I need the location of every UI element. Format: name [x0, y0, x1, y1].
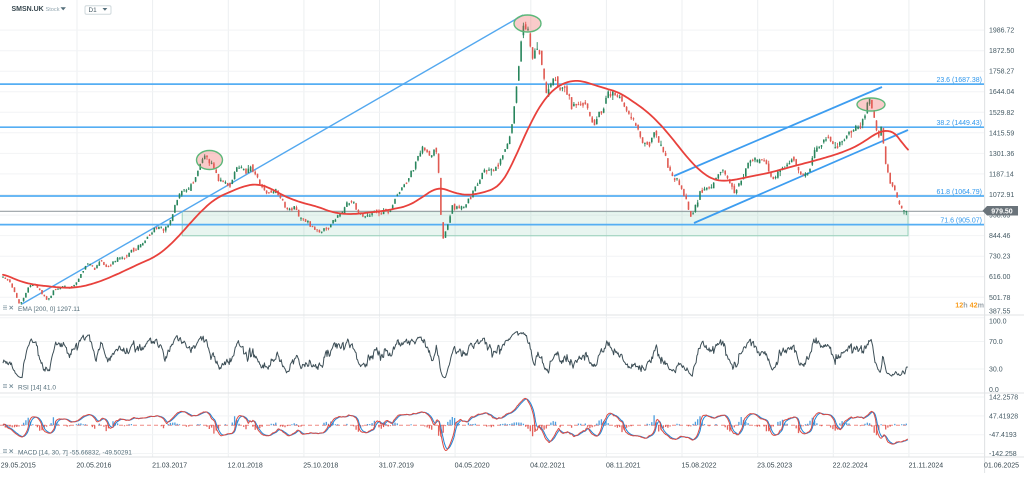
svg-text:15.08.2022: 15.08.2022: [681, 463, 716, 470]
svg-text:1986.72: 1986.72: [989, 28, 1014, 35]
svg-text:-47.4193: -47.4193: [989, 432, 1017, 439]
svg-text:SMSN.UK: SMSN.UK: [12, 6, 44, 13]
svg-text:71.6 (905.07): 71.6 (905.07): [940, 217, 982, 224]
svg-text:70.0: 70.0: [989, 339, 1003, 346]
svg-text:38.2 (1449.43): 38.2 (1449.43): [936, 120, 982, 127]
svg-text:844.46: 844.46: [989, 233, 1011, 240]
svg-text:979.50: 979.50: [991, 208, 1013, 215]
svg-text:22.02.2024: 22.02.2024: [833, 463, 868, 470]
svg-text:29.05.2015: 29.05.2015: [1, 463, 36, 470]
svg-text:1529.82: 1529.82: [989, 110, 1014, 117]
svg-text:142.2578: 142.2578: [989, 395, 1018, 402]
svg-text:MACD [14, 30, 7] -55.66832, -4: MACD [14, 30, 7] -55.66832, -49.50291: [18, 449, 132, 456]
svg-text:30.0: 30.0: [989, 366, 1003, 373]
svg-text:12h 42m: 12h 42m: [955, 301, 984, 310]
svg-text:23.6 (1687.38): 23.6 (1687.38): [936, 77, 982, 84]
svg-text:1072.91: 1072.91: [989, 192, 1014, 199]
svg-text:958.69: 958.69: [989, 213, 1011, 220]
svg-text:RSI [14] 41.0: RSI [14] 41.0: [18, 384, 56, 391]
svg-text:387.55: 387.55: [989, 309, 1011, 316]
svg-text:04.05.2020: 04.05.2020: [455, 463, 490, 470]
svg-text:04.02.2021: 04.02.2021: [530, 463, 565, 470]
svg-text:-142.258: -142.258: [989, 451, 1017, 458]
svg-text:1301.36: 1301.36: [989, 151, 1014, 158]
svg-text:08.11.2021: 08.11.2021: [606, 463, 641, 470]
svg-text:12.01.2018: 12.01.2018: [228, 463, 263, 470]
svg-text:1872.50: 1872.50: [989, 48, 1014, 55]
svg-text:31.07.2019: 31.07.2019: [379, 463, 414, 470]
svg-text:25.10.2018: 25.10.2018: [303, 463, 338, 470]
svg-text:01.06.2025: 01.06.2025: [984, 463, 1019, 470]
svg-text:21.11.2024: 21.11.2024: [909, 463, 944, 470]
svg-text:61.8 (1064.79): 61.8 (1064.79): [936, 189, 982, 196]
svg-text:730.23: 730.23: [989, 254, 1011, 261]
svg-text:23.05.2023: 23.05.2023: [757, 463, 792, 470]
svg-text:616.00: 616.00: [989, 274, 1011, 281]
svg-text:1644.04: 1644.04: [989, 89, 1014, 96]
svg-text:1415.59: 1415.59: [989, 130, 1014, 137]
svg-text:100.0: 100.0: [989, 319, 1007, 326]
svg-text:21.03.2017: 21.03.2017: [152, 463, 187, 470]
svg-text:47.41928: 47.41928: [989, 413, 1018, 420]
svg-text:EMA [200, 0] 1297.11: EMA [200, 0] 1297.11: [18, 306, 80, 313]
svg-text:20.05.2016: 20.05.2016: [76, 463, 111, 470]
svg-text:0.0: 0.0: [989, 387, 999, 394]
svg-text:Stock: Stock: [46, 7, 60, 13]
svg-text:501.78: 501.78: [989, 295, 1011, 302]
svg-text:D1: D1: [89, 7, 98, 14]
svg-text:1187.14: 1187.14: [989, 171, 1014, 178]
svg-text:1758.27: 1758.27: [989, 69, 1014, 76]
